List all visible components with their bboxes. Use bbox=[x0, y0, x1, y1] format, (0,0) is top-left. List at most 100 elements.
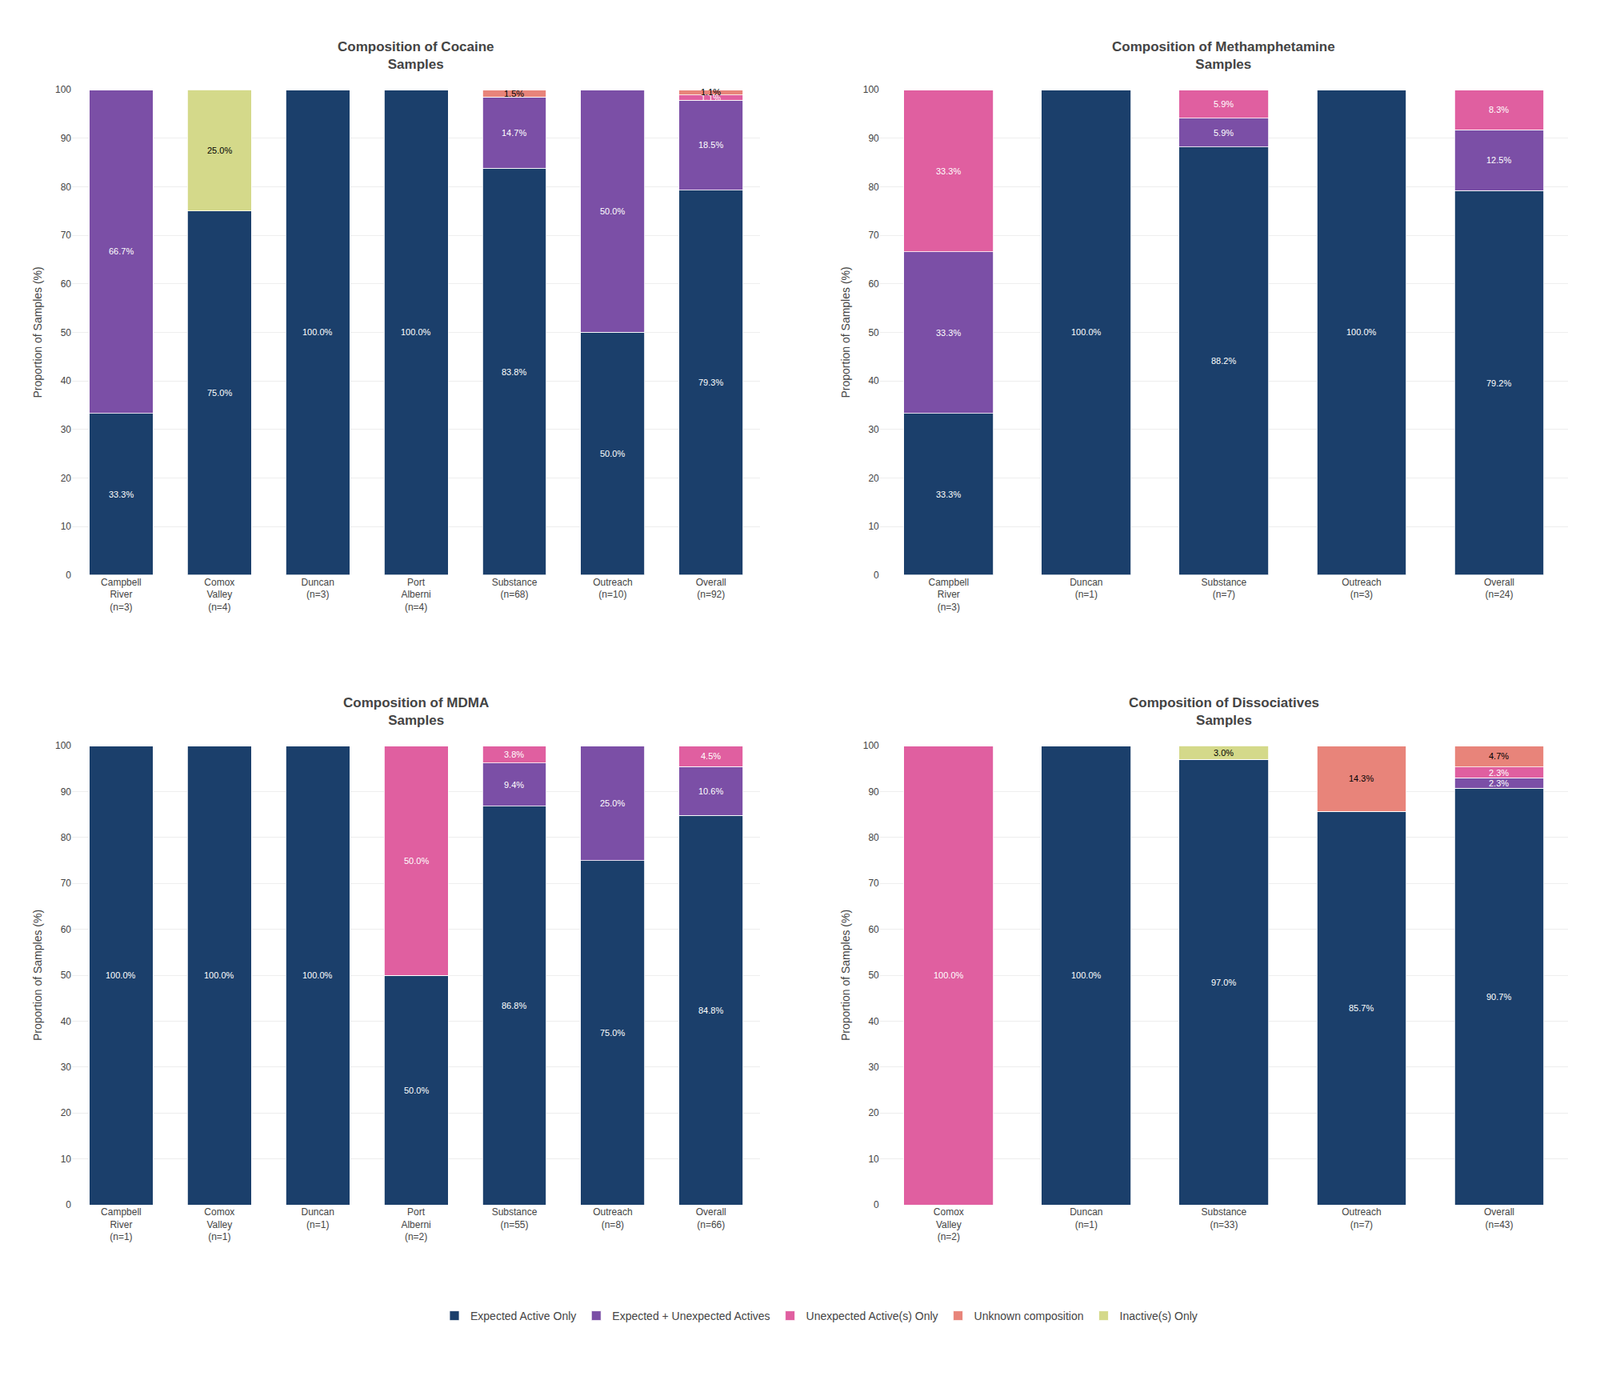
svg-text:40: 40 bbox=[60, 1016, 72, 1028]
svg-text:90: 90 bbox=[60, 786, 72, 798]
svg-text:70: 70 bbox=[60, 229, 72, 241]
svg-text:30: 30 bbox=[868, 1061, 880, 1073]
svg-text:Composition of MDMASamples: Composition of MDMASamples bbox=[343, 695, 489, 728]
svg-text:90: 90 bbox=[868, 132, 880, 144]
svg-text:86.8%: 86.8% bbox=[501, 1000, 527, 1011]
svg-text:10.6%: 10.6% bbox=[698, 786, 724, 796]
svg-text:Substance(n=68): Substance(n=68) bbox=[492, 576, 538, 601]
svg-text:Proportion of Samples (%): Proportion of Samples (%) bbox=[31, 909, 44, 1041]
svg-text:Outreach(n=3): Outreach(n=3) bbox=[1341, 576, 1381, 601]
svg-text:3.8%: 3.8% bbox=[504, 749, 524, 760]
svg-text:70: 70 bbox=[868, 877, 880, 889]
svg-text:60: 60 bbox=[868, 278, 880, 290]
svg-text:75.0%: 75.0% bbox=[207, 388, 232, 398]
svg-text:18.5%: 18.5% bbox=[698, 140, 724, 150]
svg-text:5.9%: 5.9% bbox=[1213, 128, 1234, 138]
svg-text:Overall(n=43): Overall(n=43) bbox=[1484, 1206, 1515, 1231]
svg-text:79.2%: 79.2% bbox=[1486, 378, 1512, 388]
svg-text:Outreach(n=8): Outreach(n=8) bbox=[592, 1206, 632, 1231]
svg-text:Overall(n=24): Overall(n=24) bbox=[1484, 576, 1515, 601]
svg-text:40: 40 bbox=[868, 1016, 880, 1028]
svg-text:CampbellRiver(n=3): CampbellRiver(n=3) bbox=[100, 576, 142, 613]
svg-text:30: 30 bbox=[60, 1061, 72, 1073]
svg-text:84.8%: 84.8% bbox=[698, 1005, 724, 1016]
svg-text:2.3%: 2.3% bbox=[1488, 768, 1509, 778]
svg-text:ComoxValley(n=2): ComoxValley(n=2) bbox=[933, 1206, 964, 1243]
svg-text:60: 60 bbox=[60, 924, 72, 936]
svg-text:75.0%: 75.0% bbox=[600, 1028, 625, 1038]
svg-text:5.9%: 5.9% bbox=[1213, 99, 1234, 109]
svg-text:20: 20 bbox=[868, 472, 880, 484]
svg-text:Composition of Methamphetamine: Composition of MethamphetamineSamples bbox=[1112, 39, 1336, 72]
svg-text:30: 30 bbox=[60, 424, 72, 436]
svg-text:90: 90 bbox=[60, 132, 72, 144]
svg-text:1.1%: 1.1% bbox=[700, 92, 721, 103]
svg-text:Expected Active Only: Expected Active Only bbox=[470, 1309, 576, 1323]
svg-text:PortAlberni(n=4): PortAlberni(n=4) bbox=[400, 576, 431, 613]
svg-text:66.7%: 66.7% bbox=[108, 246, 134, 256]
svg-text:12.5%: 12.5% bbox=[1486, 155, 1512, 165]
svg-text:80: 80 bbox=[868, 181, 880, 193]
svg-text:14.3%: 14.3% bbox=[1348, 773, 1374, 784]
svg-text:Overall(n=66): Overall(n=66) bbox=[696, 1206, 727, 1231]
svg-text:9.4%: 9.4% bbox=[504, 780, 524, 790]
svg-text:100.0%: 100.0% bbox=[1071, 970, 1102, 980]
svg-text:50: 50 bbox=[868, 327, 880, 339]
svg-text:0: 0 bbox=[873, 569, 880, 581]
svg-text:100.0%: 100.0% bbox=[204, 970, 235, 980]
svg-text:100: 100 bbox=[55, 84, 72, 96]
svg-text:80: 80 bbox=[868, 832, 880, 844]
svg-text:50.0%: 50.0% bbox=[600, 206, 625, 216]
svg-text:ComoxValley(n=1): ComoxValley(n=1) bbox=[204, 1206, 235, 1243]
svg-text:40: 40 bbox=[868, 375, 880, 387]
svg-text:Unexpected Active(s) Only: Unexpected Active(s) Only bbox=[806, 1309, 939, 1323]
svg-text:10: 10 bbox=[868, 520, 880, 532]
svg-text:50.0%: 50.0% bbox=[404, 1085, 429, 1096]
svg-text:100.0%: 100.0% bbox=[302, 970, 333, 980]
svg-text:Outreach(n=10): Outreach(n=10) bbox=[592, 576, 632, 601]
svg-text:40: 40 bbox=[60, 375, 72, 387]
svg-text:Duncan(n=1): Duncan(n=1) bbox=[301, 1206, 335, 1231]
svg-text:88.2%: 88.2% bbox=[1211, 356, 1236, 366]
svg-text:CampbellRiver(n=3): CampbellRiver(n=3) bbox=[928, 576, 969, 613]
svg-text:Duncan(n=1): Duncan(n=1) bbox=[1069, 1206, 1103, 1231]
svg-text:8.3%: 8.3% bbox=[1488, 104, 1509, 115]
svg-text:3.0%: 3.0% bbox=[1213, 748, 1234, 758]
svg-text:10: 10 bbox=[60, 1153, 72, 1165]
svg-text:Composition of DissociativesSa: Composition of DissociativesSamples bbox=[1128, 695, 1320, 728]
svg-text:70: 70 bbox=[868, 229, 880, 241]
svg-text:Proportion of Samples (%): Proportion of Samples (%) bbox=[839, 909, 852, 1041]
svg-text:CampbellRiver(n=1): CampbellRiver(n=1) bbox=[100, 1206, 142, 1243]
svg-text:50: 50 bbox=[60, 327, 72, 339]
svg-text:4.5%: 4.5% bbox=[700, 751, 721, 761]
svg-text:30: 30 bbox=[868, 424, 880, 436]
svg-text:60: 60 bbox=[60, 278, 72, 290]
svg-text:2.3%: 2.3% bbox=[1488, 778, 1509, 788]
svg-text:70: 70 bbox=[60, 877, 72, 889]
svg-text:50: 50 bbox=[60, 969, 72, 981]
svg-text:1.5%: 1.5% bbox=[504, 88, 524, 99]
svg-text:10: 10 bbox=[60, 520, 72, 532]
svg-text:50: 50 bbox=[868, 969, 880, 981]
svg-text:100.0%: 100.0% bbox=[1071, 327, 1102, 337]
svg-text:Outreach(n=7): Outreach(n=7) bbox=[1341, 1206, 1381, 1231]
svg-text:4.7%: 4.7% bbox=[1488, 751, 1509, 761]
svg-text:0: 0 bbox=[65, 569, 72, 581]
svg-text:79.3%: 79.3% bbox=[698, 377, 724, 388]
svg-text:10: 10 bbox=[868, 1153, 880, 1165]
svg-text:ComoxValley(n=4): ComoxValley(n=4) bbox=[204, 576, 235, 613]
svg-text:Expected + Unexpected Actives: Expected + Unexpected Actives bbox=[612, 1309, 770, 1323]
svg-text:80: 80 bbox=[60, 832, 72, 844]
svg-text:50.0%: 50.0% bbox=[404, 856, 429, 866]
svg-text:97.0%: 97.0% bbox=[1211, 977, 1236, 988]
svg-text:1.1%: 1.1% bbox=[700, 87, 721, 97]
svg-text:20: 20 bbox=[60, 1107, 72, 1119]
svg-text:PortAlberni(n=2): PortAlberni(n=2) bbox=[400, 1206, 431, 1243]
svg-text:0: 0 bbox=[65, 1199, 72, 1211]
svg-text:Inactive(s) Only: Inactive(s) Only bbox=[1120, 1309, 1198, 1323]
svg-text:Substance(n=33): Substance(n=33) bbox=[1201, 1206, 1248, 1231]
svg-text:100: 100 bbox=[55, 740, 72, 752]
svg-text:Proportion of Samples (%): Proportion of Samples (%) bbox=[839, 266, 852, 398]
svg-text:Duncan(n=1): Duncan(n=1) bbox=[1069, 576, 1103, 601]
svg-text:25.0%: 25.0% bbox=[600, 798, 625, 808]
